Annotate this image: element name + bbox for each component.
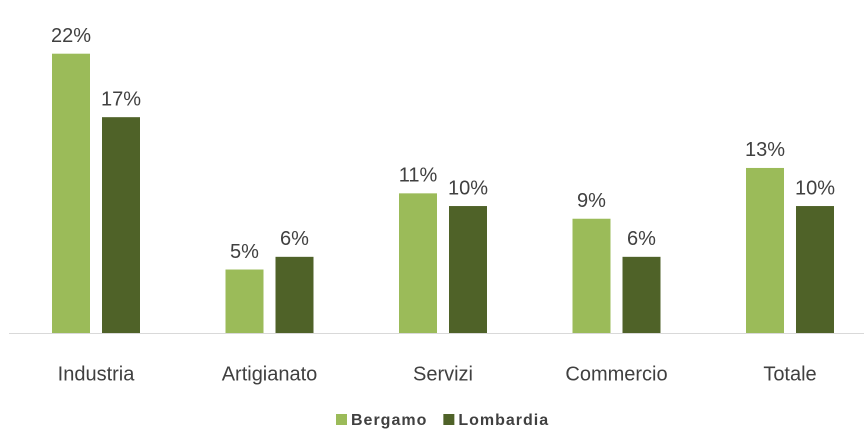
x-tick-label: Servizi xyxy=(413,363,473,385)
data-label: 22% xyxy=(51,25,91,47)
legend-label: Lombardia xyxy=(458,412,549,429)
legend-label: Bergamo xyxy=(351,412,427,429)
legend-swatch xyxy=(336,414,347,425)
data-label: 9% xyxy=(577,190,606,212)
bar xyxy=(52,53,90,334)
x-tick-label: Totale xyxy=(763,363,816,385)
data-label: 5% xyxy=(230,241,259,263)
data-label: 13% xyxy=(745,139,785,161)
bar xyxy=(746,167,784,333)
bar xyxy=(796,206,834,333)
data-label: 11% xyxy=(399,165,438,187)
x-tick-label: Commercio xyxy=(565,363,667,385)
data-label: 17% xyxy=(101,88,141,110)
bar xyxy=(572,218,611,333)
data-label: 10% xyxy=(795,177,835,199)
x-tick-label: Industria xyxy=(58,363,136,385)
data-label: 6% xyxy=(280,228,309,250)
bar xyxy=(449,206,487,333)
x-tick-label: Artigianato xyxy=(222,363,318,385)
bar xyxy=(102,117,140,333)
bar xyxy=(275,256,314,333)
bar xyxy=(399,193,437,333)
bar xyxy=(225,269,264,333)
legend-swatch xyxy=(443,414,455,425)
data-label: 10% xyxy=(448,177,488,199)
data-label: 6% xyxy=(627,228,656,250)
bar xyxy=(622,256,661,333)
